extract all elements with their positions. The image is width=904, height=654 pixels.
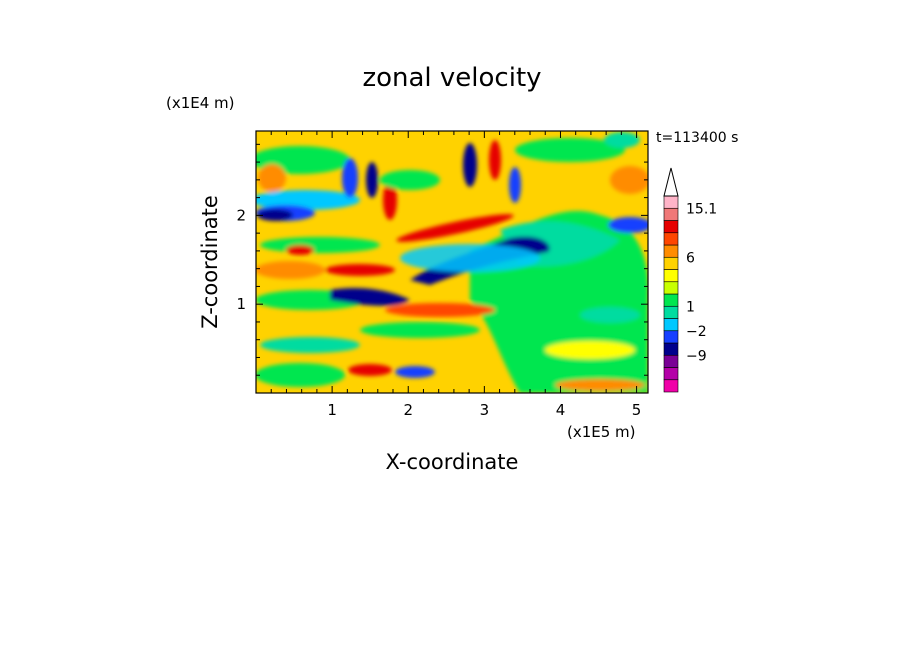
colorbar-swatch — [663, 220, 679, 234]
green-band-left-4 — [256, 363, 345, 387]
green-top-right — [515, 138, 625, 162]
colorbar-labels: 15.1 6 1 −2 −9 — [686, 201, 717, 364]
orange-streak-1 — [385, 303, 495, 317]
dark-band-left-1 — [257, 209, 293, 221]
y-tick-label: 1 — [236, 295, 246, 313]
red-spot-left — [286, 245, 314, 255]
colorbar-swatch — [663, 330, 679, 344]
velocity-field — [256, 131, 648, 393]
red-bottom — [348, 364, 392, 376]
colorbar-swatch — [663, 269, 679, 283]
colorbar-tick-label: 6 — [686, 250, 695, 266]
x-tick-label: 1 — [327, 401, 337, 419]
colorbar-tick-label: 1 — [686, 299, 695, 315]
x-tick-label: 2 — [403, 401, 413, 419]
y-axis: 12 — [236, 143, 648, 376]
wave-red-2 — [489, 140, 501, 180]
colorbar-swatch — [663, 256, 679, 270]
orange-band-right — [610, 166, 648, 194]
wave-red-1 — [383, 180, 397, 220]
x-tick-label: 5 — [632, 401, 642, 419]
colorbar-top-arrow — [663, 167, 679, 197]
colorbar-swatch — [663, 379, 679, 393]
cyan-around-jet — [400, 244, 540, 272]
orange-spot-left-2 — [258, 164, 286, 192]
colorbar-swatch — [663, 244, 679, 258]
orange-band-right-2 — [555, 379, 645, 391]
colorbar-tick-label: −9 — [686, 348, 707, 364]
colorbar-swatch — [663, 367, 679, 381]
wave-blue-4 — [509, 167, 521, 203]
x-axis: 1 2 3 4 5 — [270, 131, 642, 419]
wave-blue-1 — [342, 158, 358, 198]
green-band-left-2 — [260, 237, 380, 253]
chart-title: zonal velocity — [362, 63, 541, 93]
colorbar-tick-label: 15.1 — [686, 201, 717, 217]
red-streak-2 — [325, 264, 395, 276]
y-axis-title: Z-coordinate — [198, 195, 222, 329]
blue-streak-bottom — [395, 366, 435, 378]
colorbar-swatch — [663, 293, 679, 307]
blue-band-right — [608, 217, 648, 233]
cyan-band-left-2 — [260, 337, 360, 353]
cyan-band-left-1 — [256, 190, 360, 210]
x-axis-title: X-coordinate — [386, 450, 519, 474]
cyan-band-right — [580, 307, 640, 323]
green-top-center — [380, 170, 440, 190]
colorbar-swatch — [663, 195, 679, 209]
colorbar — [663, 167, 679, 393]
wave-blue-3 — [463, 143, 477, 187]
wave-blue-2 — [366, 162, 378, 198]
green-streak-1 — [360, 322, 480, 338]
colorbar-swatch — [663, 232, 679, 246]
y-tick-label: 2 — [236, 206, 246, 224]
colorbar-swatch — [663, 207, 679, 221]
colorbar-tick-label: −2 — [686, 324, 707, 340]
x-tick-label: 3 — [480, 401, 490, 419]
orange-band-left-1 — [256, 261, 325, 279]
time-label: t=113400 s — [656, 130, 738, 146]
colorbar-swatch — [663, 342, 679, 356]
blue-jet-lower — [330, 288, 410, 306]
x-unit-label: (x1E5 m) — [567, 423, 636, 441]
colorbar-swatch — [663, 281, 679, 295]
cyan-top-right — [604, 132, 640, 148]
yellow-band-right — [545, 341, 635, 359]
plot-frame — [255, 130, 649, 394]
colorbar-swatch — [663, 305, 679, 319]
x-tick-label: 4 — [556, 401, 566, 419]
red-streak-1 — [396, 214, 514, 242]
colorbar-swatch — [663, 318, 679, 332]
field-blobs — [256, 132, 648, 393]
colorbar-swatch — [663, 354, 679, 368]
y-unit-label: (x1E4 m) — [166, 94, 235, 112]
